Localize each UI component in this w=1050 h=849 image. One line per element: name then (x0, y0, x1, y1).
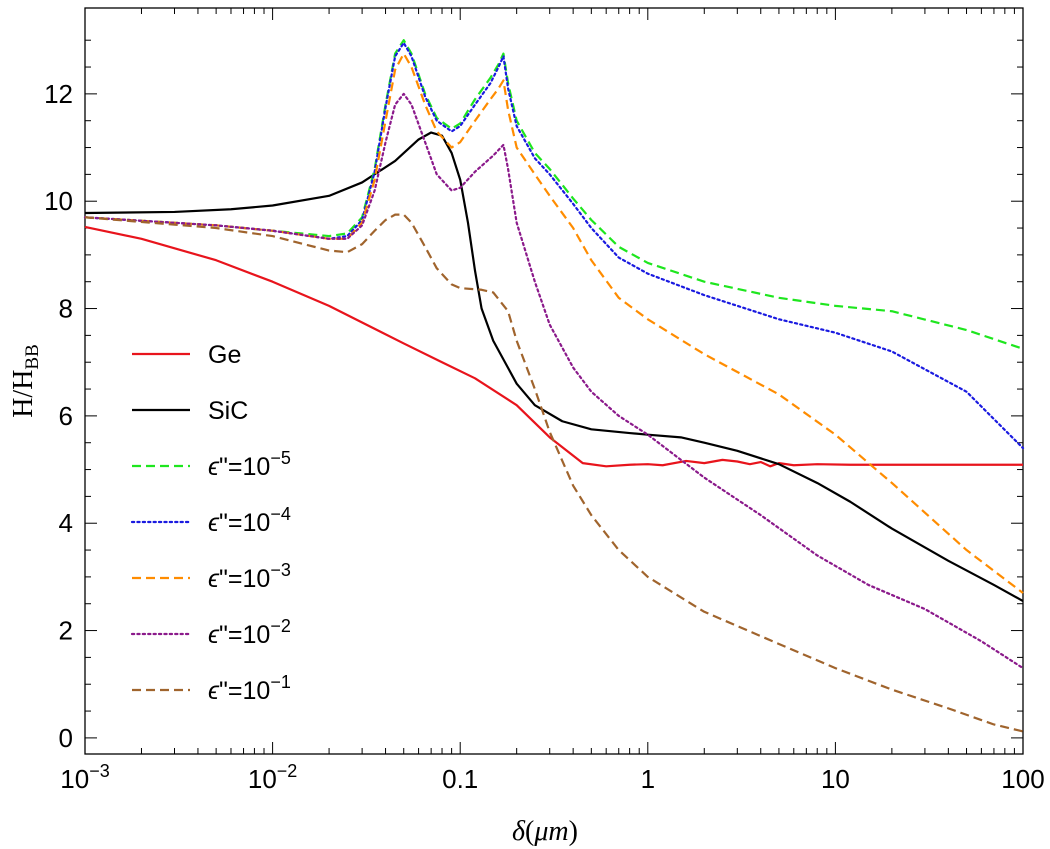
x-tick-label: 10 (821, 764, 850, 794)
legend-label-eps-1e-3: ϵ"=10−3 (208, 560, 291, 593)
x-axis-title: δ(μm) (512, 816, 578, 847)
series-group (83, 39, 1025, 733)
y-tick-labels: 0 2 4 6 8 10 12 (44, 79, 73, 753)
legend-label-eps-1e-5: ϵ"=10−5 (208, 448, 291, 481)
x-tick-label: 0.1 (442, 764, 478, 794)
y-tick-label: 10 (44, 186, 73, 216)
plot-frame (84, 7, 1024, 755)
y-tick-label: 8 (59, 294, 73, 324)
x-tick-label: 1 (641, 764, 655, 794)
series-line-eps-1e-3 (84, 52, 1024, 594)
series-line-eps-1e-1 (84, 213, 1024, 733)
x-tick-label: 100 (1001, 764, 1044, 794)
series-line-eps-1e-2 (83, 92, 1025, 670)
legend-label-eps-1e-2: ϵ"=10−2 (208, 616, 291, 649)
x-tick-label: 10−2 (248, 761, 297, 794)
x-tick-labels: 10−3 10−2 0.1 1 10 100 (60, 761, 1044, 794)
y-axis-title: H/HBB (8, 344, 43, 418)
series-line-eps-1e-4 (83, 41, 1025, 450)
legend-label-eps-1e-4: ϵ"=10−4 (208, 504, 291, 537)
legend-label-SiC: SiC (208, 397, 248, 425)
y-tick-label: 4 (59, 508, 73, 538)
y-tick-label: 12 (44, 79, 73, 109)
y-tick-label: 0 (59, 723, 73, 753)
series-line-SiC (84, 131, 1024, 603)
series-line-Ge (84, 225, 1023, 468)
x-tick-label: 10−3 (60, 761, 109, 794)
y-tick-label: 6 (59, 401, 73, 431)
legend-label-eps-1e-1: ϵ"=10−1 (208, 672, 291, 705)
y-tick-label: 2 (59, 616, 73, 646)
tick-marks (84, 8, 1023, 754)
legend: Ge SiC ϵ"=10−5 ϵ"=10−4 ϵ"=10−3 ϵ"=10−2 ϵ"=10−1 (130, 341, 291, 705)
legend-label-Ge: Ge (208, 341, 241, 369)
